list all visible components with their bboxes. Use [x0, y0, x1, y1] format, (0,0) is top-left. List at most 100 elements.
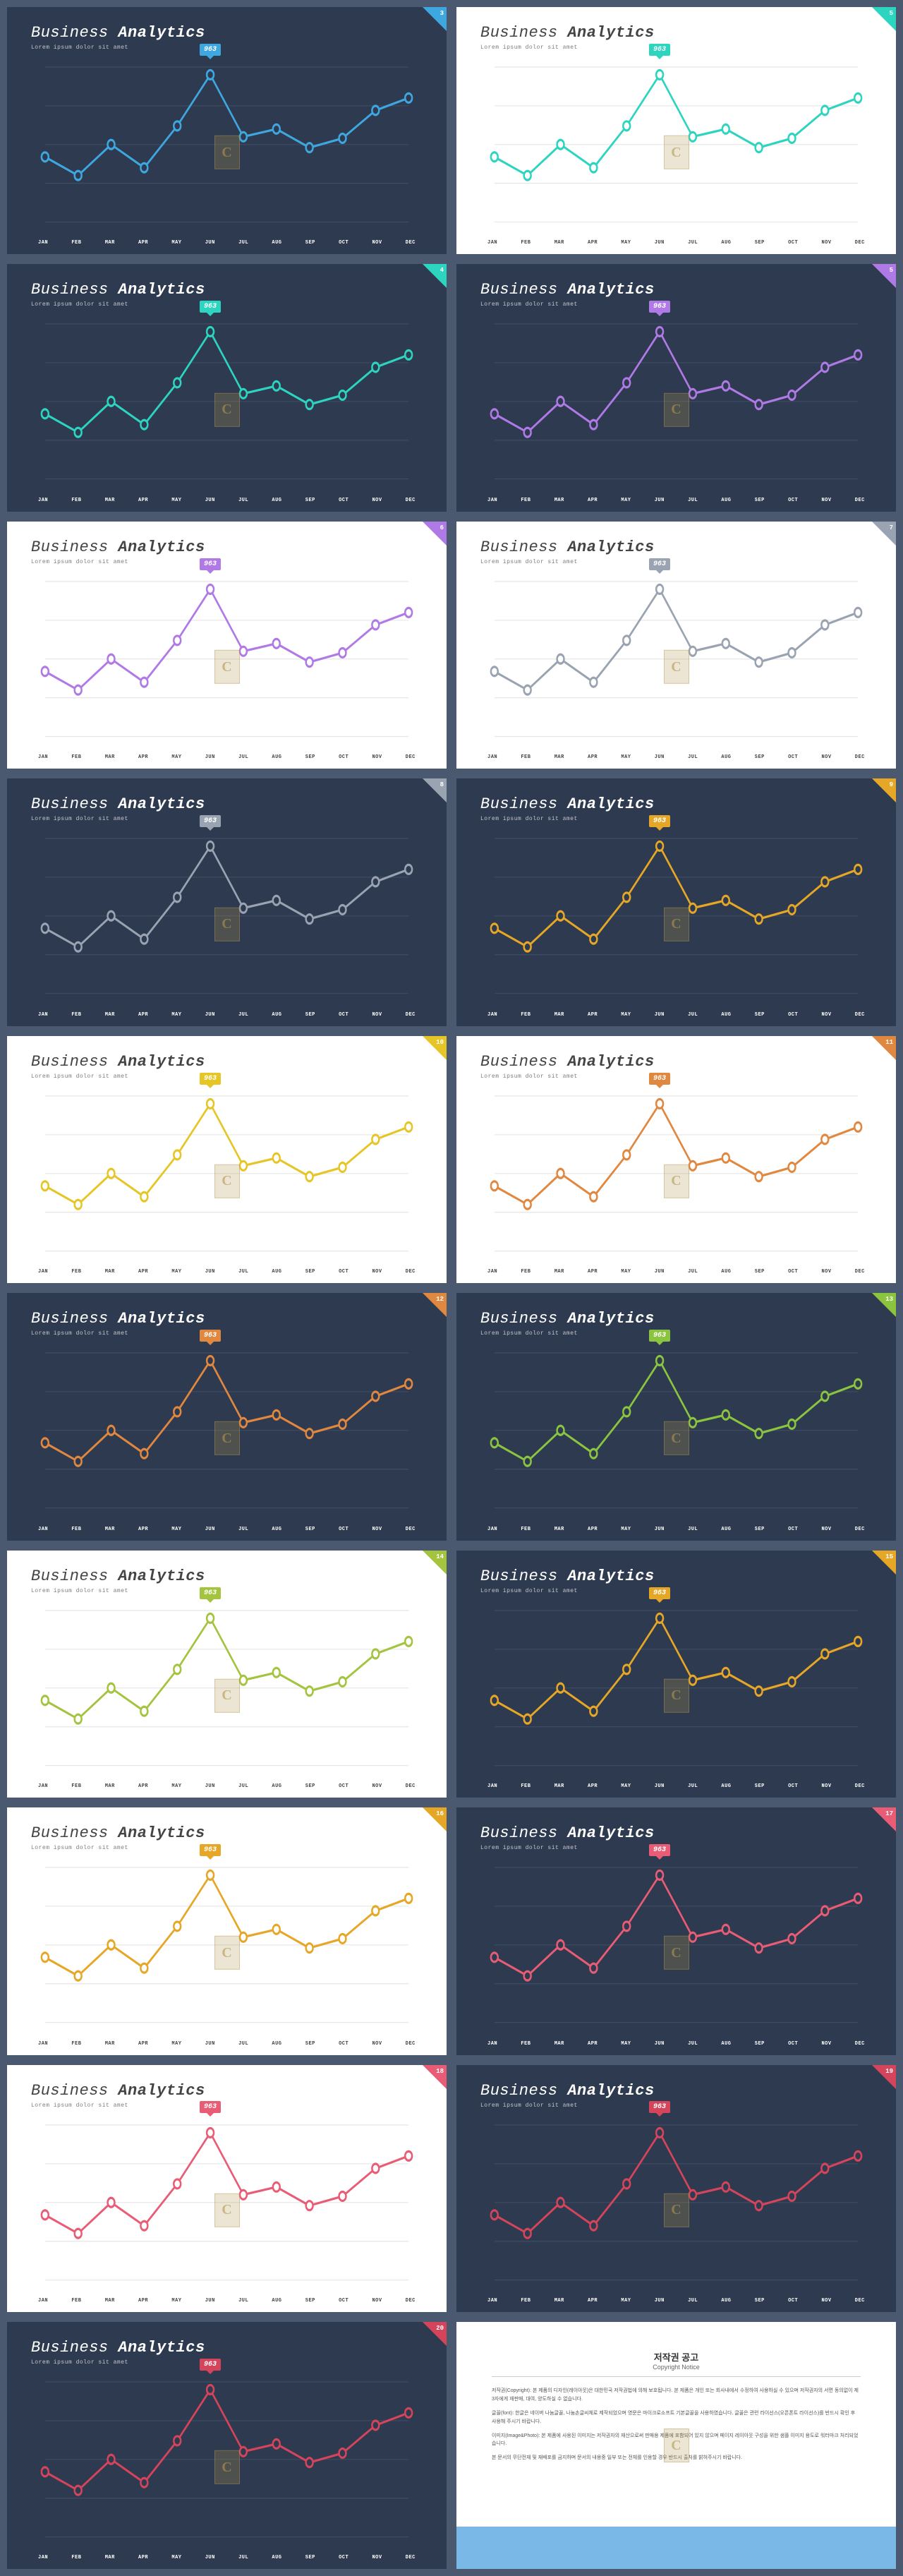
month-label: FEB — [71, 2555, 81, 2560]
month-label: APR — [138, 1269, 148, 1275]
slide-number: 20 — [436, 2325, 444, 2332]
chart-marker — [174, 2436, 181, 2445]
chart-marker — [557, 1169, 564, 1178]
slide-number: 19 — [885, 2068, 893, 2075]
x-axis-labels: JANFEBMARAPRMAYJUNJULAUGSEPOCTNOVDEC — [31, 754, 423, 760]
slide-title: Business Analytics — [31, 538, 423, 556]
month-label: APR — [138, 240, 148, 246]
peak-badge: 963 — [649, 2101, 670, 2113]
slide-subtitle: Lorem ipsum dolor sit amet — [480, 1588, 872, 1594]
month-label: NOV — [821, 754, 831, 760]
month-label: JAN — [487, 240, 497, 246]
chart-marker — [174, 893, 181, 902]
month-label: OCT — [339, 1269, 349, 1275]
month-label: JUN — [655, 1527, 665, 1532]
chart-marker — [557, 654, 564, 663]
slide-title: Business Analytics — [480, 795, 872, 813]
month-label: JUL — [238, 1527, 248, 1532]
chart-marker — [491, 1438, 498, 1448]
month-label: OCT — [788, 1527, 798, 1532]
chart-marker — [722, 1668, 729, 1677]
chart-marker — [240, 904, 247, 913]
chart-marker — [372, 106, 379, 115]
month-label: AUG — [721, 2041, 731, 2047]
peak-badge: 963 — [200, 1073, 221, 1085]
chart-marker — [372, 363, 379, 372]
chart-marker — [75, 2486, 82, 2495]
month-label: JUN — [655, 2298, 665, 2304]
x-axis-labels: JANFEBMARAPRMAYJUNJULAUGSEPOCTNOVDEC — [31, 2041, 423, 2047]
chart-marker — [590, 1707, 597, 1716]
chart-marker — [756, 915, 763, 924]
slide-number: 15 — [885, 1553, 893, 1560]
month-label: OCT — [788, 2298, 798, 2304]
month-label: MAY — [171, 1783, 181, 1789]
chart-marker — [722, 1925, 729, 1934]
title-light: Business — [31, 2082, 109, 2100]
slide-number: 13 — [885, 1296, 893, 1303]
chart-marker — [821, 1135, 828, 1144]
watermark-icon: C — [664, 392, 689, 426]
slide-title: Business Analytics — [31, 24, 423, 42]
peak-badge: 963 — [649, 1587, 670, 1599]
chart-marker — [557, 1426, 564, 1435]
chart-marker — [306, 658, 313, 667]
chart-marker — [140, 1192, 147, 1201]
chart-area: 963 C — [31, 2116, 423, 2298]
chart-marker — [273, 1411, 280, 1420]
x-axis-labels: JANFEBMARAPRMAYJUNJULAUGSEPOCTNOVDEC — [480, 240, 872, 246]
title-light: Business — [31, 1567, 109, 1585]
month-label: FEB — [521, 2041, 531, 2047]
month-label: JUL — [238, 498, 248, 503]
chart-marker — [306, 143, 313, 152]
slide-title: Business Analytics — [480, 1053, 872, 1071]
chart-marker — [240, 2190, 247, 2199]
month-label: NOV — [821, 1783, 831, 1789]
month-label: NOV — [821, 1269, 831, 1275]
month-label: NOV — [821, 2298, 831, 2304]
x-axis-labels: JANFEBMARAPRMAYJUNJULAUGSEPOCTNOVDEC — [31, 1012, 423, 1018]
chart-marker — [821, 363, 828, 372]
chart-marker — [557, 1940, 564, 1949]
x-axis-labels: JANFEBMARAPRMAYJUNJULAUGSEPOCTNOVDEC — [31, 1783, 423, 1789]
chart-marker — [789, 905, 796, 915]
month-label: MAR — [554, 1783, 564, 1789]
chart-marker — [306, 1429, 313, 1438]
month-label: MAR — [105, 498, 115, 503]
month-label: AUG — [272, 2555, 281, 2560]
month-label: JAN — [38, 2298, 48, 2304]
chart-marker — [821, 620, 828, 630]
month-label: AUG — [272, 2298, 281, 2304]
month-label: JUL — [238, 754, 248, 760]
chart-marker — [273, 1925, 280, 1934]
chart-marker — [524, 1971, 531, 1980]
month-label: NOV — [372, 2298, 382, 2304]
chart-marker — [854, 1894, 861, 1903]
month-label: JUL — [688, 498, 698, 503]
month-label: FEB — [71, 498, 81, 503]
title-light: Business — [480, 24, 558, 42]
title-bold: Analytics — [118, 795, 205, 813]
month-label: MAY — [171, 2041, 181, 2047]
chart-marker — [789, 1420, 796, 1429]
slide: 15 Business Analytics Lorem ipsum dolor … — [456, 1551, 896, 1798]
slide-subtitle: Lorem ipsum dolor sit amet — [31, 2359, 423, 2366]
month-label: MAR — [554, 2041, 564, 2047]
chart-marker — [524, 1714, 531, 1723]
chart-marker — [756, 658, 763, 667]
chart-area: 963 C — [31, 1601, 423, 1783]
slide: 16 Business Analytics Lorem ipsum dolor … — [7, 1807, 447, 2054]
chart-marker — [372, 1135, 379, 1144]
slide: 13 Business Analytics Lorem ipsum dolor … — [456, 1293, 896, 1540]
slide-number: 11 — [885, 1039, 893, 1046]
slide-title: Business Analytics — [480, 538, 872, 556]
chart-marker — [339, 391, 346, 400]
chart-marker — [273, 382, 280, 391]
chart-marker — [240, 1675, 247, 1685]
month-label: AUG — [721, 240, 731, 246]
month-label: JUN — [205, 754, 215, 760]
title-bold: Analytics — [567, 24, 654, 42]
chart-marker — [339, 648, 346, 657]
watermark-icon: C — [214, 136, 240, 169]
chart-marker — [339, 134, 346, 143]
